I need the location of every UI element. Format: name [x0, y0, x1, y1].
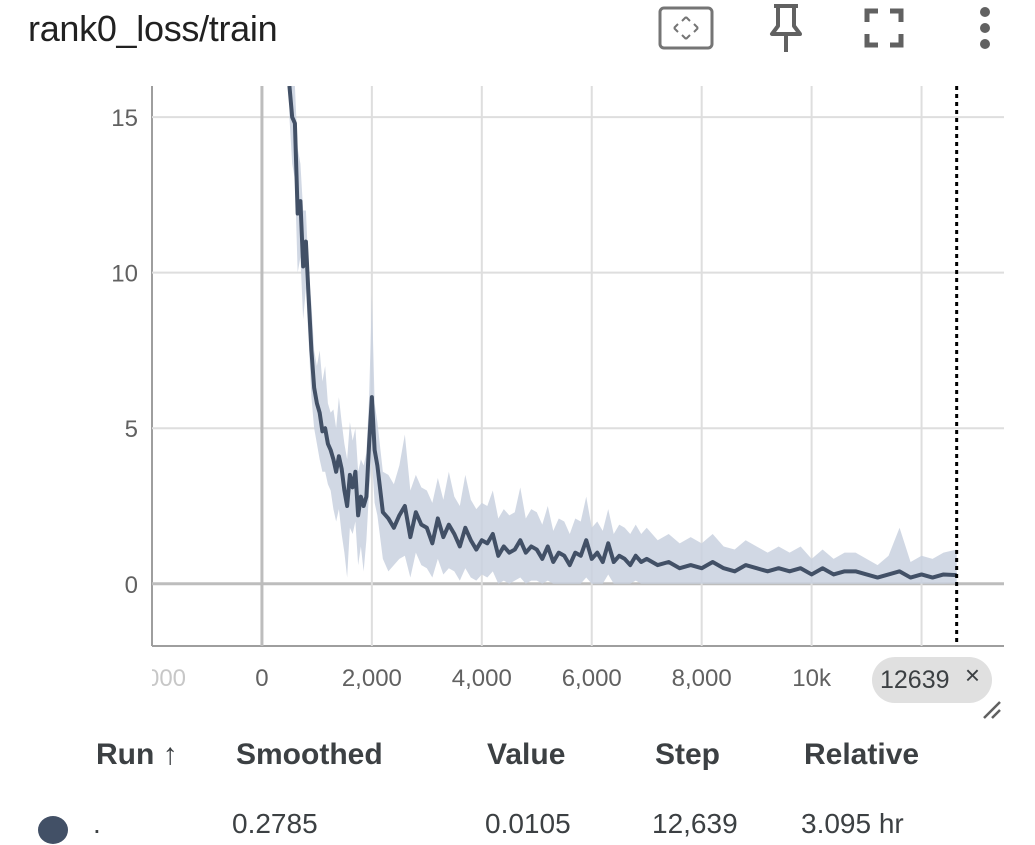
- header-run[interactable]: Run ↑: [96, 738, 178, 771]
- raw-value-band: [289, 86, 957, 584]
- fit-domain-icon[interactable]: [656, 0, 716, 56]
- y-tick-label: 10: [111, 261, 138, 288]
- y-tick-label: 0: [125, 572, 138, 599]
- header-smoothed[interactable]: Smoothed: [236, 738, 383, 771]
- step-chip[interactable]: 12639 ×: [872, 657, 992, 703]
- header-value[interactable]: Value: [487, 738, 566, 771]
- header-relative[interactable]: Relative: [804, 738, 920, 771]
- cell-smoothed: 0.2785: [232, 808, 318, 839]
- run-color-dot: [38, 816, 68, 844]
- x-tick-label: 8,000: [672, 665, 732, 692]
- x-tick-label: 4,000: [452, 665, 512, 692]
- step-chip-label: 12639: [880, 665, 950, 694]
- header-step[interactable]: Step: [655, 738, 721, 771]
- y-tick-label: 5: [125, 416, 138, 443]
- y-axis: 0 5 10 15: [111, 105, 138, 599]
- chip-close-icon[interactable]: ×: [964, 660, 980, 690]
- y-tick-label: 15: [111, 105, 138, 132]
- pin-icon[interactable]: [756, 0, 816, 56]
- x-tick-label: 10k: [792, 665, 832, 692]
- x-tick-label: 0: [255, 665, 268, 692]
- fullscreen-icon[interactable]: [854, 0, 914, 56]
- more-vert-icon[interactable]: [955, 0, 1015, 56]
- x-tick-label: -2,000: [118, 665, 186, 692]
- cell-value: 0.0105: [485, 808, 571, 839]
- cell-step: 12,639: [652, 808, 738, 839]
- x-tick-label: 2,000: [342, 665, 402, 692]
- cell-relative: 3.095 hr: [801, 808, 904, 839]
- smoothed-series-line: [287, 86, 957, 580]
- resize-handle-icon[interactable]: [983, 701, 1001, 719]
- chart-title: rank0_loss/train: [28, 8, 278, 49]
- cell-run: .: [93, 808, 101, 839]
- x-tick-label: 6,000: [562, 665, 622, 692]
